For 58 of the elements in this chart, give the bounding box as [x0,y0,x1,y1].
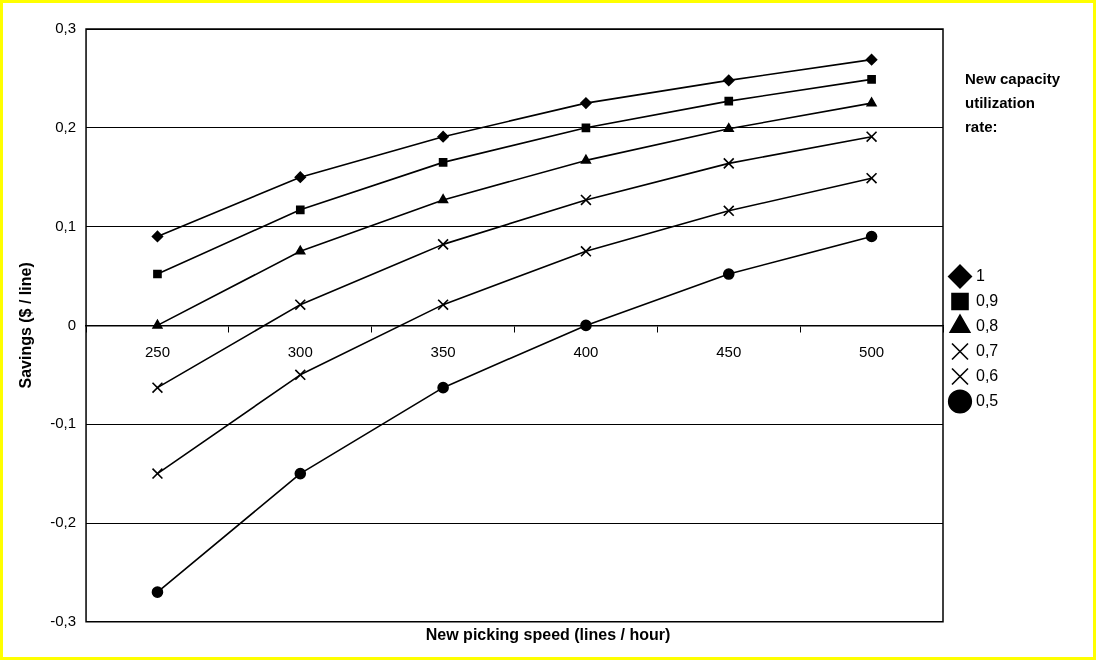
point [295,205,305,215]
point [151,230,164,243]
y-tick-label: -0,3 [50,611,77,629]
x-tick-label: 450 [716,342,742,360]
point [866,97,877,107]
point [151,467,164,480]
point [865,172,878,184]
point [865,130,878,143]
y-tick-label: 0,1 [55,216,77,234]
point [580,194,592,206]
point [437,238,449,251]
point [723,205,735,217]
x-tick-label: 400 [573,342,599,360]
point [295,245,306,255]
y-tick-label: -0,1 [50,414,77,432]
point [294,467,307,480]
point [723,157,735,170]
point [153,269,162,279]
point [152,319,163,329]
point [722,74,735,87]
point [580,97,592,109]
y-tick-label: -0,2 [50,513,77,531]
point [723,122,734,133]
point [437,298,449,311]
legend-label: 0,8 [976,316,999,334]
point [724,96,734,106]
legend-label: 0,9 [976,291,999,309]
x-axis-title: New picking speed (lines / hour) [425,625,671,643]
point [151,586,164,598]
point [437,381,449,394]
point [580,154,592,164]
y-axis-title: Savings ($ / line) [17,262,35,389]
legend-title: New capacity utilization rate: [965,69,1062,137]
point [580,319,592,332]
x-tick-label: 500 [859,342,885,360]
point [438,158,448,167]
point [865,53,878,66]
legend-label: 0,6 [976,366,999,384]
x-tick-label: 300 [287,342,313,360]
legend-label: 1 [976,266,985,284]
point [867,75,876,84]
x-tick-label: 350 [430,342,456,360]
point [580,245,592,258]
x-tick-label: 250 [144,342,170,360]
point [581,123,591,133]
point [437,130,449,143]
y-tick-label: 0,2 [55,117,77,135]
y-tick-label: 0 [67,315,77,333]
y-tick-label: 0,3 [55,19,77,37]
point [294,171,307,183]
point [865,230,878,243]
point [437,194,449,204]
legend-label: 0,5 [976,391,999,409]
legend-label: 0,7 [976,341,999,359]
point [294,369,307,381]
point [151,381,164,394]
point [294,298,307,311]
point [722,268,735,280]
